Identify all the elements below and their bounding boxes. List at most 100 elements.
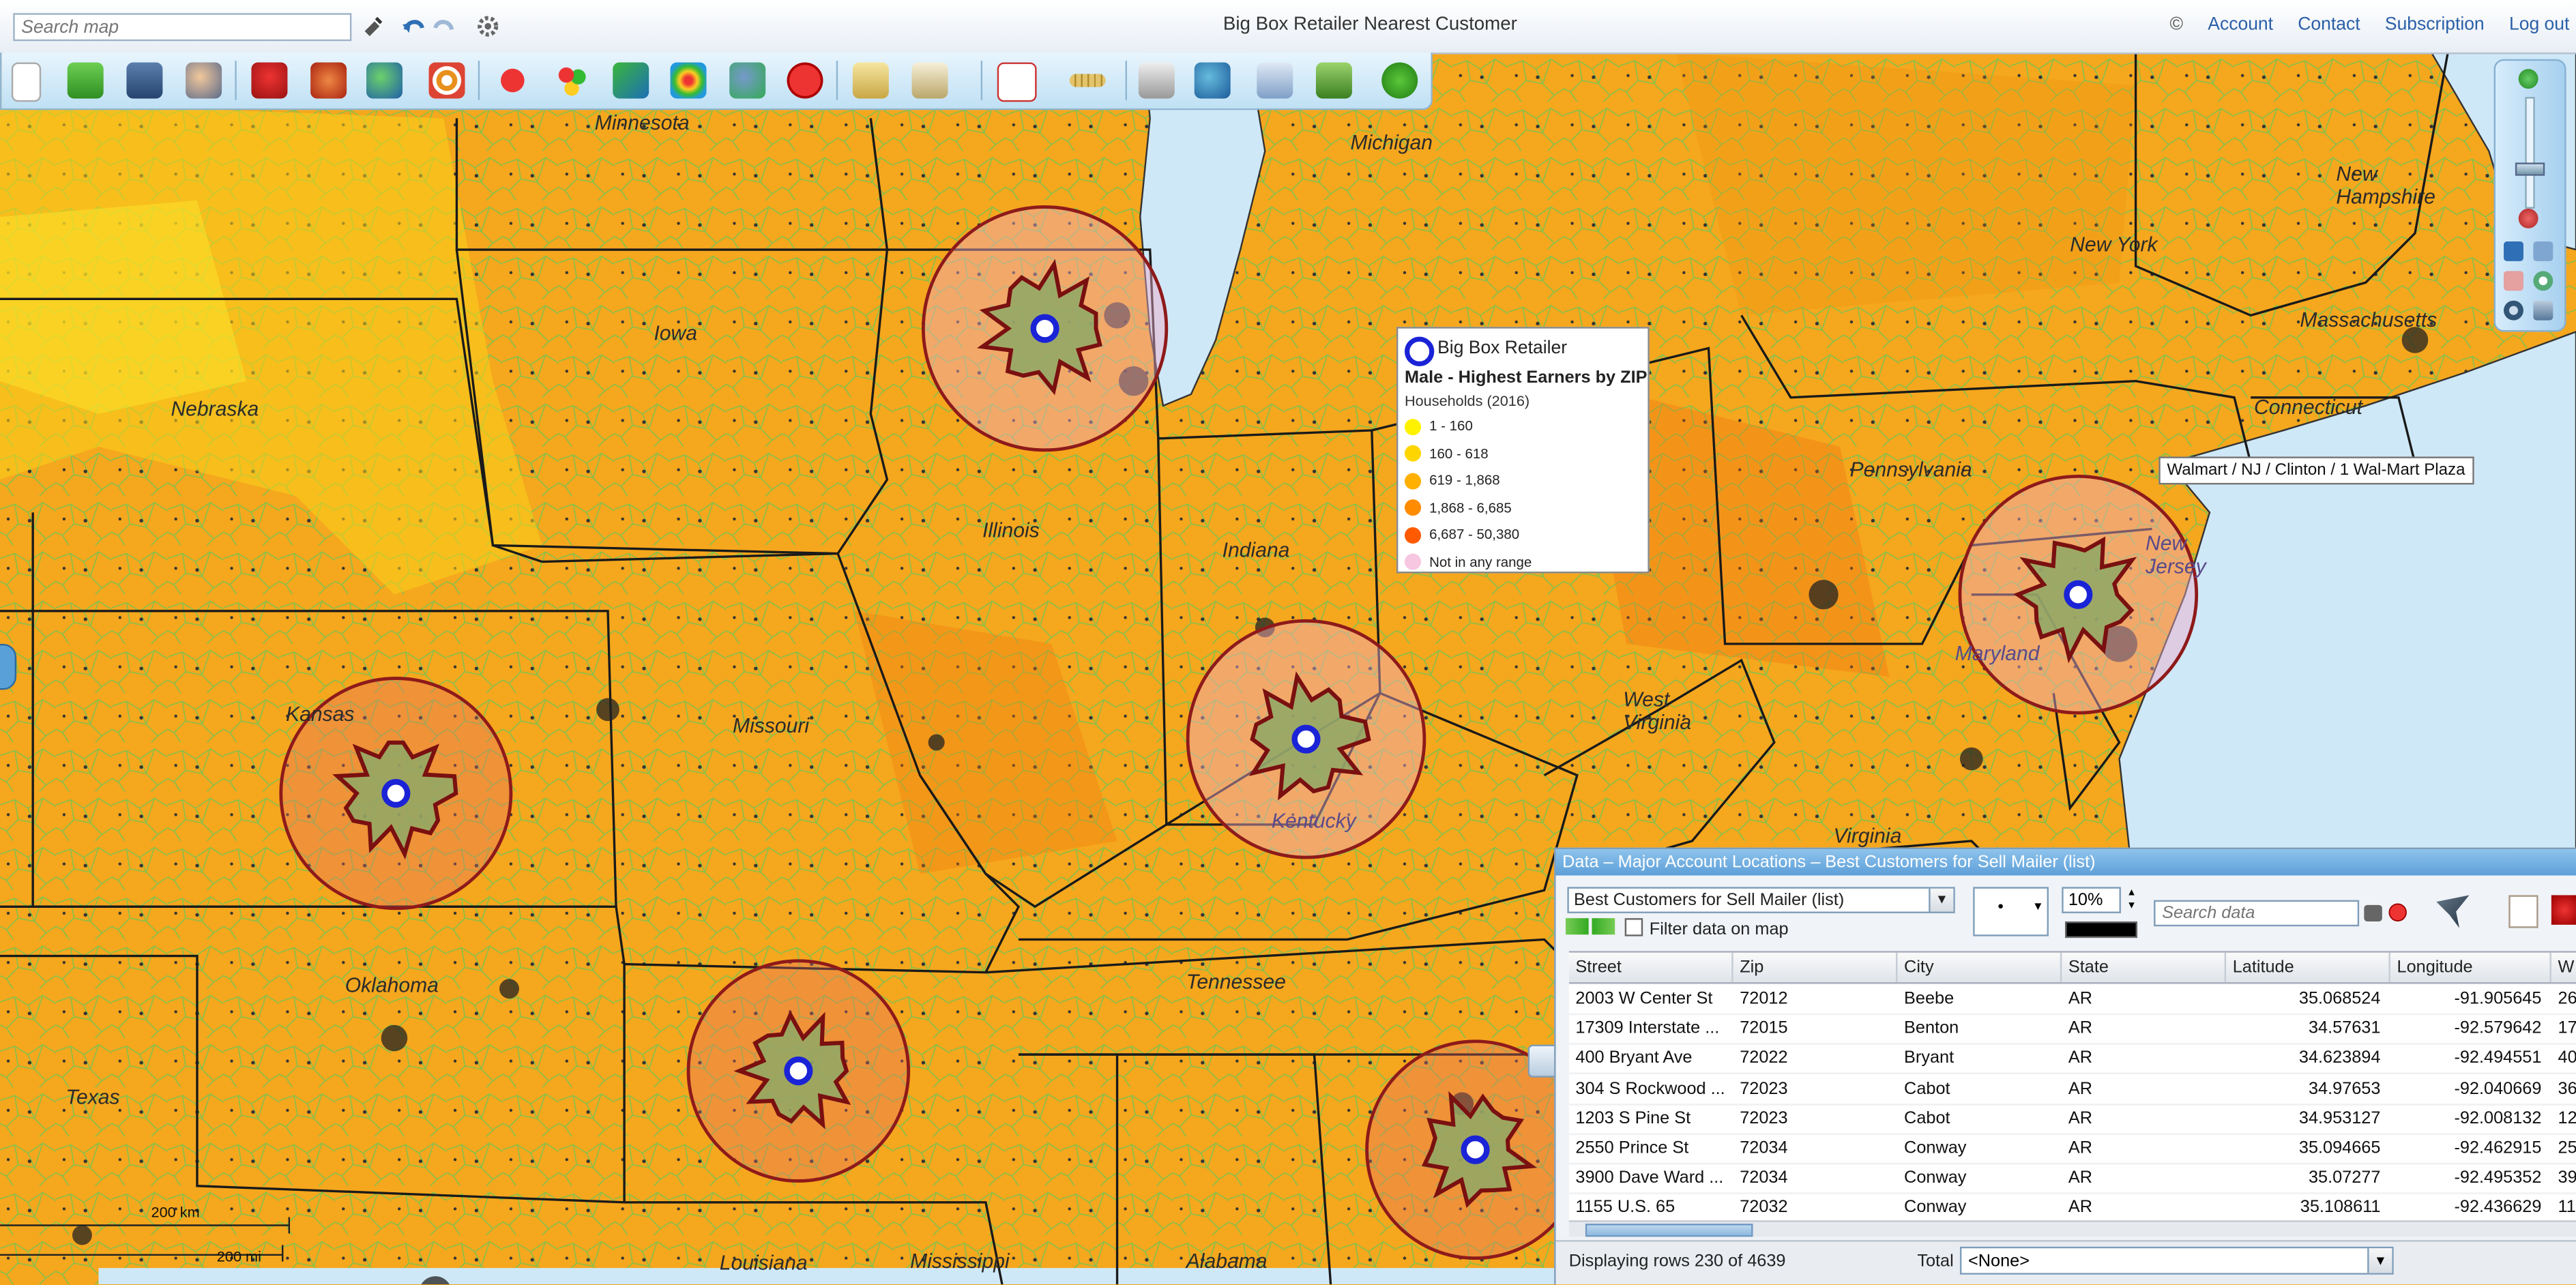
trade-area-ring[interactable] (1186, 619, 1426, 859)
table-row[interactable]: 1155 U.S. 65 72032 Conway AR 35.108611 -92.43… (1569, 1193, 2576, 1222)
state-label-mississippi: Mississippi (910, 1250, 1010, 1273)
help-icon[interactable] (1381, 62, 1418, 99)
clear-search-icon[interactable] (2388, 903, 2407, 921)
table-row[interactable]: 17309 Interstate ... 72015 Benton AR 34.5763… (1568, 1014, 2576, 1046)
back-arrow-icon[interactable] (1565, 918, 1589, 935)
search-tools-icon[interactable] (2364, 904, 2382, 921)
pan-left-icon[interactable] (0, 643, 17, 690)
big-box-retailer-marker-icon[interactable] (1461, 1135, 1490, 1164)
export-data-icon[interactable] (911, 62, 948, 99)
ruler-icon[interactable] (1069, 74, 1106, 87)
table-row[interactable]: 304 S Rockwood ... 72023 Cabot AR 34.97653 -9… (1568, 1074, 2576, 1105)
new-record-icon[interactable] (2508, 895, 2538, 928)
heatmap-icon[interactable] (670, 62, 707, 99)
undo-icon[interactable] (402, 15, 426, 38)
big-box-retailer-marker-icon[interactable] (2064, 580, 2093, 609)
logout-link[interactable]: Log out (2508, 14, 2570, 35)
account-link[interactable]: Account (2208, 14, 2274, 35)
pan-up-icon[interactable] (2533, 300, 2553, 321)
open-folder-icon[interactable] (67, 62, 104, 99)
web-publish-icon[interactable] (1194, 62, 1231, 99)
data-tools-icon[interactable] (729, 62, 766, 99)
column-header-zip[interactable]: Zip (1733, 952, 1898, 983)
trade-area-ring[interactable] (279, 677, 513, 911)
big-box-retailer-marker-icon[interactable] (784, 1057, 813, 1086)
redo-icon[interactable] (432, 15, 455, 38)
filter-funnel-icon[interactable] (2436, 895, 2470, 928)
filter-checkbox[interactable] (1624, 918, 1643, 936)
table-row[interactable]: 3900 Dave Ward ... 72034 Conway AR 35.07277 -… (1568, 1163, 2576, 1195)
magnifier-icon[interactable] (2504, 300, 2523, 321)
search-map-input[interactable] (13, 13, 352, 42)
globe-icon[interactable] (366, 62, 402, 99)
save-disk-icon[interactable] (126, 62, 163, 99)
bubble-icon[interactable] (494, 62, 531, 99)
map-redo-icon[interactable] (2533, 241, 2553, 261)
radius-target-icon[interactable] (428, 62, 465, 99)
map-undo-icon[interactable] (2504, 241, 2523, 261)
scrollbar-thumb[interactable] (1585, 1224, 1753, 1237)
zoom-slider[interactable] (2525, 97, 2535, 209)
new-map-icon[interactable] (11, 62, 42, 102)
big-box-retailer-marker-icon[interactable] (1030, 314, 1059, 343)
import-data-icon[interactable] (852, 62, 889, 99)
chevron-down-icon[interactable]: ▼ (2367, 1248, 2392, 1273)
filter-on-map-toggle[interactable]: Filter data on map (1624, 918, 1789, 939)
delete-icon[interactable] (787, 62, 823, 99)
users-icon[interactable] (186, 62, 222, 99)
calendar-icon[interactable] (1257, 62, 1293, 99)
opacity-stepper[interactable]: 10% (2062, 887, 2121, 913)
column-header-w[interactable]: W (2551, 953, 2576, 982)
cash-icon[interactable] (1315, 62, 1352, 99)
table-row[interactable]: 400 Bryant Ave 72022 Bryant AR 34.623894 -92.… (1568, 1044, 2576, 1075)
zoom-in-icon[interactable] (2518, 69, 2538, 89)
zoom-slider-thumb[interactable] (2515, 162, 2545, 176)
search-tools-icon[interactable] (362, 15, 385, 38)
subscription-link[interactable]: Subscription (2384, 14, 2485, 35)
horizontal-scrollbar[interactable] (1568, 1220, 2576, 1237)
search-data-input[interactable] (2154, 900, 2360, 927)
contact-link[interactable]: Contact (2298, 14, 2360, 35)
column-header-city[interactable]: City (1897, 952, 2062, 983)
map-canvas[interactable]: Minnesota Michigan Iowa Nebraska Illinois Ind… (0, 53, 2576, 1285)
point-style-select[interactable]: • ▼ (1973, 887, 2049, 936)
column-header-state[interactable]: State (2062, 952, 2227, 983)
chevron-down-icon[interactable]: ▼ (1929, 888, 1954, 912)
zoom-out-icon[interactable] (2518, 208, 2538, 228)
legend-swatch-icon (1404, 445, 1422, 462)
column-header-street[interactable]: Street (1569, 952, 1733, 983)
trade-area-ring[interactable] (921, 205, 1169, 452)
trade-area-ring[interactable] (1365, 1039, 1585, 1260)
zoom-extent-icon[interactable] (2533, 271, 2553, 291)
trade-area-ring[interactable] (1958, 474, 2199, 715)
zoom-box-icon[interactable] (2504, 271, 2523, 291)
multi-bubble-icon[interactable] (553, 62, 590, 99)
chevron-down-icon[interactable]: ▼ (2032, 902, 2044, 913)
dataset-select[interactable]: Best Customers for Sell Mailer (list) ▼ (1567, 887, 1955, 913)
forward-arrow-icon[interactable] (1592, 918, 1615, 935)
stepper-arrows-icon[interactable]: ▲ ▼ (2126, 888, 2137, 912)
big-box-retailer-marker-icon[interactable] (381, 779, 411, 808)
legend-range-item: 1,868 - 6,685 (1404, 499, 1512, 522)
layers-icon[interactable] (613, 62, 649, 99)
text-label-icon[interactable] (997, 62, 1037, 102)
total-select[interactable]: <None> ▼ (1959, 1246, 2394, 1275)
column-header-longitude[interactable]: Longitude (2390, 952, 2551, 983)
table-row[interactable]: 1203 S Pine St 72023 Cabot AR 34.953127 -92.0… (1568, 1104, 2576, 1135)
table-row[interactable]: 2550 Prince St 72034 Conway AR 35.094665 -92.… (1568, 1134, 2576, 1165)
panel-toggle-icon[interactable] (1527, 1044, 1557, 1078)
settings-gear-icon[interactable] (476, 15, 499, 38)
big-box-retailer-marker-icon[interactable] (1291, 724, 1321, 754)
color-swatch[interactable] (2065, 921, 2138, 939)
delete-record-icon[interactable] (2551, 895, 2576, 925)
print-icon[interactable] (1138, 62, 1175, 99)
legend-range-item: 1 - 160 (1404, 417, 1473, 441)
column-header-latitude[interactable]: Latitude (2226, 952, 2390, 983)
choropleth-map[interactable] (0, 53, 2576, 1285)
trade-area-ring[interactable] (686, 959, 911, 1183)
add-territory-icon[interactable] (310, 62, 347, 99)
state-label-illinois: Illinois (982, 518, 1040, 542)
table-row[interactable]: 2003 W Center St 72012 Beebe AR 35.068524 -91… (1568, 984, 2576, 1016)
table-cell: 72034 (1740, 1168, 1788, 1188)
add-pin-icon[interactable] (251, 62, 288, 99)
